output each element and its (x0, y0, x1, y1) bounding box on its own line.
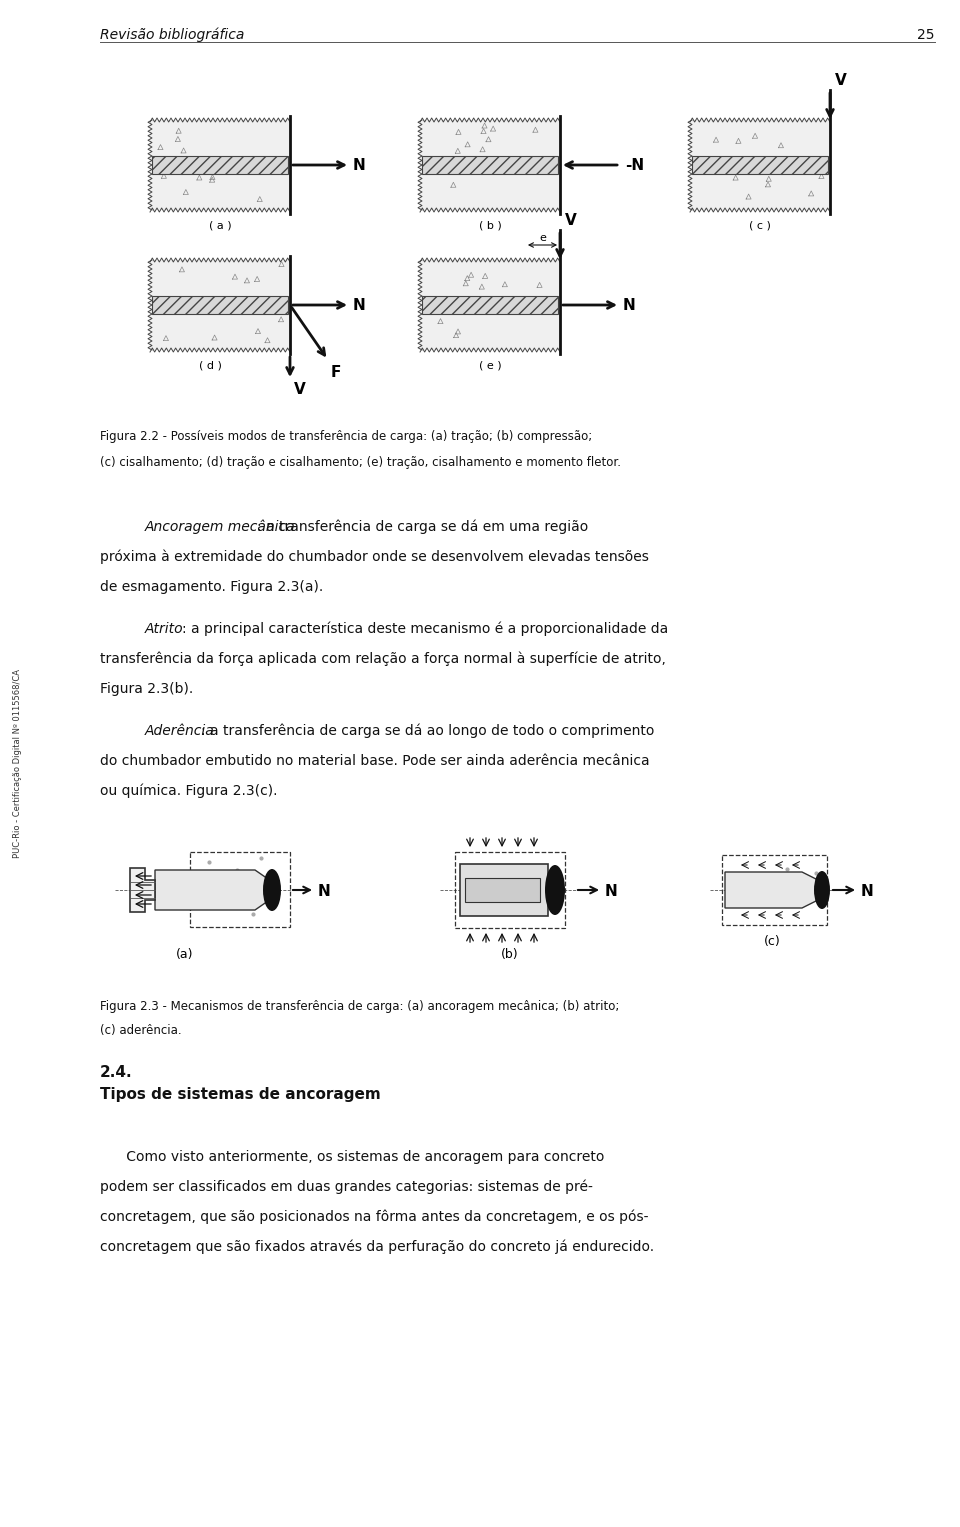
Bar (152, 156, 288, 174)
Polygon shape (155, 870, 268, 910)
Text: e: e (540, 234, 546, 243)
Bar (465, 878, 540, 902)
Text: concretagem que são fixados através da perfuração do concreto já endurecido.: concretagem que são fixados através da p… (100, 1240, 654, 1255)
Text: N: N (353, 298, 366, 313)
Text: podem ser classificados em duas grandes categorias: sistemas de pré-: podem ser classificados em duas grandes … (100, 1180, 593, 1194)
Text: V: V (294, 382, 305, 397)
Text: ( e ): ( e ) (479, 360, 501, 370)
Text: N: N (318, 884, 331, 898)
Bar (422, 156, 558, 174)
Bar (152, 296, 288, 315)
Text: 25: 25 (918, 27, 935, 43)
Text: N: N (353, 159, 366, 174)
Text: ( a ): ( a ) (208, 220, 231, 231)
Text: Tipos de sistemas de ancoragem: Tipos de sistemas de ancoragem (100, 1087, 381, 1102)
Text: próxima à extremidade do chumbador onde se desenvolvem elevadas tensões: próxima à extremidade do chumbador onde … (100, 550, 649, 565)
Bar (692, 156, 828, 174)
Text: N: N (861, 884, 874, 898)
Polygon shape (725, 872, 818, 909)
Text: N: N (623, 298, 636, 313)
Bar (722, 855, 827, 925)
Text: Aderência: Aderência (145, 724, 215, 738)
Ellipse shape (545, 864, 565, 915)
Text: N: N (605, 884, 617, 898)
Bar (690, 121, 830, 211)
Bar (190, 852, 290, 927)
Text: : a transferência de carga se dá ao longo de todo o comprimento: : a transferência de carga se dá ao long… (201, 724, 654, 739)
Ellipse shape (814, 870, 830, 909)
Text: concretagem, que são posicionados na fôrma antes da concretagem, e os pós-: concretagem, que são posicionados na fôr… (100, 1209, 649, 1225)
Text: Ancoragem mecânica: Ancoragem mecânica (145, 521, 296, 534)
Text: ( c ): ( c ) (749, 220, 771, 231)
Text: (c) cisalhamento; (d) tração e cisalhamento; (e) tração, cisalhamento e momento : (c) cisalhamento; (d) tração e cisalhame… (100, 457, 621, 469)
Text: Figura 2.2 - Possíveis modos de transferência de carga: (a) tração; (b) compress: Figura 2.2 - Possíveis modos de transfer… (100, 431, 592, 443)
Bar (455, 852, 565, 928)
Text: ( b ): ( b ) (479, 220, 501, 231)
Text: V: V (565, 212, 577, 228)
Text: do chumbador embutido no material base. Pode ser ainda aderência mecânica: do chumbador embutido no material base. … (100, 754, 650, 768)
Text: Revisão bibliográfica: Revisão bibliográfica (100, 27, 245, 43)
Text: Atrito: Atrito (145, 621, 183, 637)
Text: (a): (a) (177, 948, 194, 960)
Text: : a principal característica deste mecanismo é a proporcionalidade da: : a principal característica deste mecan… (182, 621, 668, 637)
Text: Figura 2.3(b).: Figura 2.3(b). (100, 683, 193, 696)
Text: transferência da força aplicada com relação a força normal à superfície de atrit: transferência da força aplicada com rela… (100, 652, 666, 666)
Text: PUC-Rio - Certificação Digital Nº 0115568/CA: PUC-Rio - Certificação Digital Nº 011556… (13, 669, 22, 858)
Bar (420, 260, 560, 350)
Text: : a transferência de carga se dá em uma região: : a transferência de carga se dá em uma … (256, 521, 588, 534)
Text: -N: -N (625, 159, 644, 174)
Text: Como visto anteriormente, os sistemas de ancoragem para concreto: Como visto anteriormente, os sistemas de… (100, 1150, 605, 1164)
Text: F: F (331, 365, 342, 380)
Text: (c): (c) (763, 935, 780, 948)
Text: ou química. Figura 2.3(c).: ou química. Figura 2.3(c). (100, 783, 277, 799)
Text: (b): (b) (501, 948, 518, 960)
Bar (150, 260, 290, 350)
Text: V: V (835, 73, 847, 89)
Ellipse shape (263, 869, 281, 912)
Text: 2.4.: 2.4. (100, 1064, 132, 1080)
Bar (422, 296, 558, 315)
Text: ( d ): ( d ) (199, 360, 222, 370)
Text: de esmagamento. Figura 2.3(a).: de esmagamento. Figura 2.3(a). (100, 580, 324, 594)
Text: Figura 2.3 - Mecanismos de transferência de carga: (a) ancoragem mecânica; (b) a: Figura 2.3 - Mecanismos de transferência… (100, 1000, 619, 1012)
Text: (c) aderência.: (c) aderência. (100, 1025, 181, 1037)
Bar (420, 121, 560, 211)
Bar (460, 864, 548, 916)
Bar (150, 121, 290, 211)
Polygon shape (130, 867, 155, 912)
